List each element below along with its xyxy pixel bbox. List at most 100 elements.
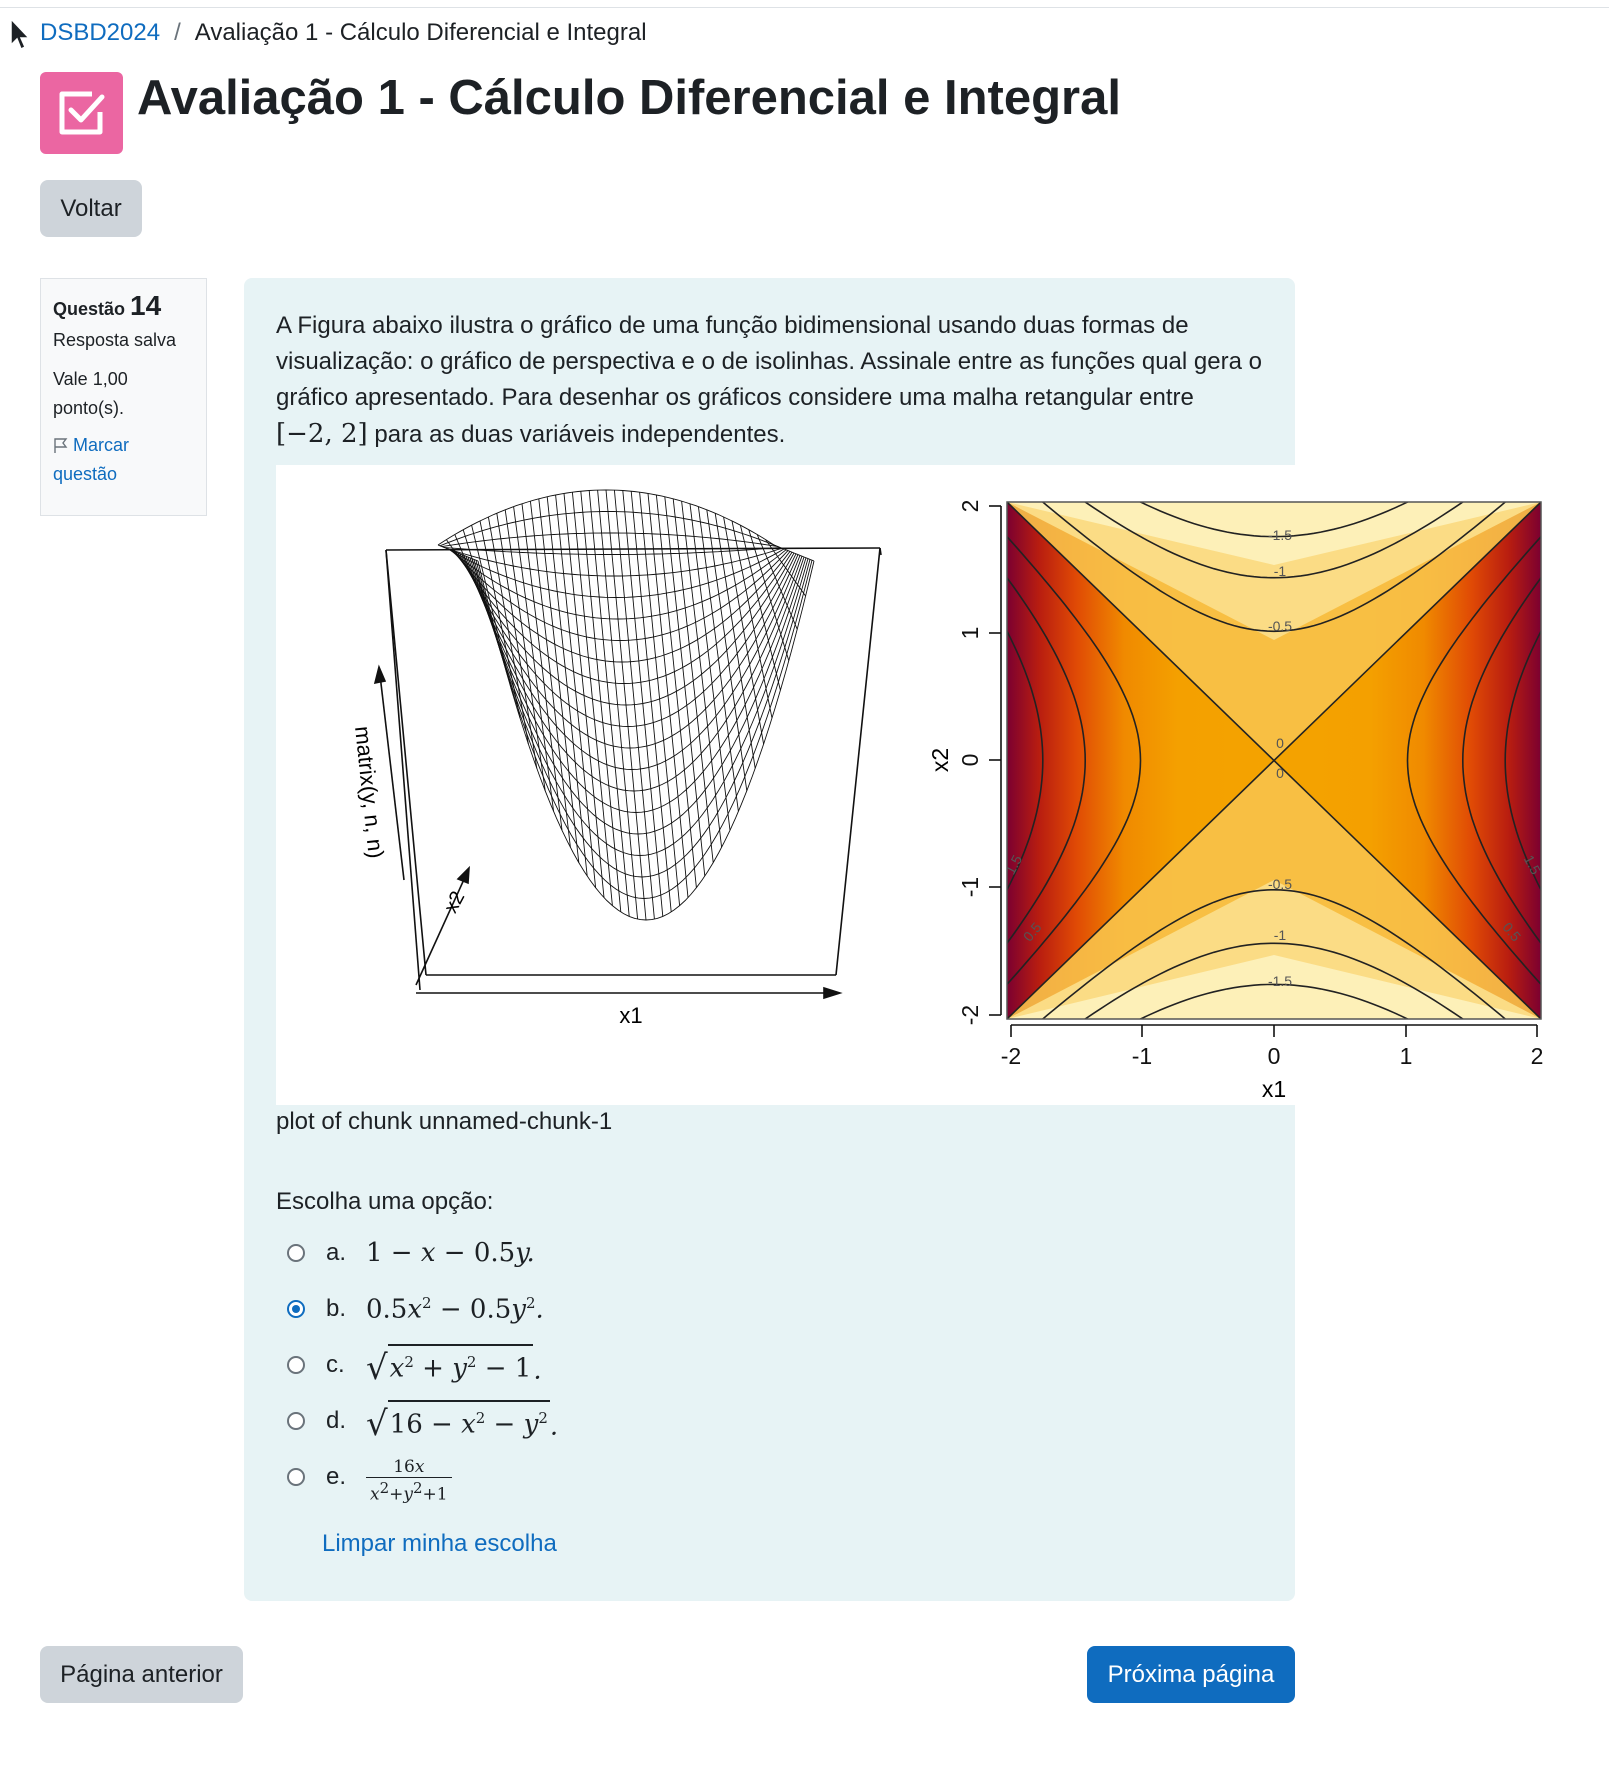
y-tick-label: -2: [957, 1005, 983, 1025]
question-text: A Figura abaixo ilustra o gráfico de uma…: [276, 308, 1276, 453]
x-tick-label: 0: [1268, 1043, 1281, 1069]
contour-label-bottom-4: -1.5: [1268, 973, 1292, 989]
x-tick-label: 2: [1531, 1043, 1544, 1069]
contour-x-ticks: -2 -1 0 1 2: [1001, 1043, 1544, 1069]
mesh-line: [445, 547, 783, 577]
mesh-line: [465, 556, 803, 792]
y-tick-label: 0: [957, 754, 983, 767]
perspective-box: [385, 547, 882, 991]
perspective-y-label: x2: [440, 888, 469, 917]
quiz-check-icon: [40, 72, 123, 154]
answer-option-b[interactable]: b. 0.5x2 − 0.5y2.: [287, 1289, 544, 1329]
answer-radio-e[interactable]: [287, 1468, 305, 1486]
y-tick-label: 1: [957, 627, 983, 640]
answer-radio-a[interactable]: [287, 1244, 305, 1262]
contour-line: [1083, 942, 1465, 1019]
answer-prompt: Escolha uma opção:: [276, 1188, 494, 1215]
question-number-label: Questão: [53, 299, 126, 319]
answer-option-e[interactable]: e. 16x x2+y2+1: [287, 1457, 452, 1505]
figure-caption: plot of chunk unnamed-chunk-1: [276, 1108, 613, 1135]
mesh-line: [475, 560, 813, 899]
clear-choice-link[interactable]: Limpar minha escolha: [322, 1530, 557, 1557]
breadcrumb-separator: /: [174, 19, 181, 46]
answer-expr-d: √ 16 − x2 − y2.: [366, 1400, 558, 1442]
contour-line: [1083, 502, 1465, 579]
answer-letter-c: c.: [326, 1351, 345, 1378]
x-tick-label: -1: [1132, 1043, 1152, 1069]
mesh-line: [459, 553, 797, 727]
contour-line: [1138, 502, 1410, 538]
contour-line: [1007, 629, 1044, 892]
page-title: Avaliação 1 - Cálculo Diferencial e Inte…: [137, 71, 1121, 125]
mesh-line: [449, 549, 787, 620]
answer-letter-a: a.: [326, 1239, 347, 1266]
previous-page-button[interactable]: Página anterior: [40, 1646, 243, 1703]
perspective-axes: [373, 664, 843, 1000]
contour-line: [1007, 535, 1142, 986]
back-button[interactable]: Voltar: [40, 180, 142, 237]
contour-plot: -1.5 -1 -0.5 0 0 -0.5 -1 -1.5 1.5 0.5 1.…: [927, 500, 1544, 1102]
contour-y-ticks: -2 -1 0 1 2: [957, 500, 983, 1026]
mouse-cursor-icon: [10, 18, 31, 51]
contour-label-bottom-3: -1: [1274, 927, 1287, 943]
answer-expr-c: √ x2 + y2 − 1.: [366, 1344, 542, 1386]
contour-line: [1007, 576, 1087, 945]
mesh-line: [455, 551, 793, 684]
question-text-before: A Figura abaixo ilustra o gráfico de uma…: [276, 312, 1262, 411]
answer-letter-d: d.: [326, 1407, 347, 1434]
mesh-line: [469, 557, 807, 835]
next-page-button[interactable]: Próxima página: [1087, 1646, 1295, 1703]
answer-radio-d[interactable]: [287, 1412, 305, 1430]
perspective-mesh: [437, 489, 815, 921]
contour-top-band-3: [1007, 502, 1541, 565]
contour-line: [1461, 576, 1541, 945]
y-tick-label: -1: [957, 877, 983, 897]
contour-line: [1138, 983, 1410, 1019]
top-divider: [0, 7, 1609, 8]
contour-line: [1007, 502, 1541, 1019]
breadcrumb-current: Avaliação 1 - Cálculo Diferencial e Inte…: [194, 19, 647, 46]
mesh-line: [467, 556, 805, 813]
x-tick-label: -2: [1001, 1043, 1021, 1069]
answer-expr-b: 0.5x2 − 0.5y2.: [366, 1293, 544, 1325]
perspective-z-label: matrix(y, n, n): [350, 725, 389, 860]
question-state: Resposta salva: [53, 330, 177, 350]
answer-option-d[interactable]: d. √ 16 − x2 − y2.: [287, 1400, 558, 1442]
flag-question-label: Marcar questão: [53, 435, 130, 484]
mesh-line: [473, 559, 811, 878]
answer-letter-b: b.: [326, 1295, 347, 1322]
answer-letter-e: e.: [326, 1463, 347, 1490]
contour-label-top-1: -1.5: [1268, 527, 1292, 543]
mesh-line: [439, 511, 777, 547]
contour-label-top-3: -0.5: [1268, 618, 1292, 634]
answer-option-a[interactable]: a. 1 − x − 0.5y.: [287, 1233, 535, 1273]
contour-axes: [989, 505, 1538, 1037]
contour-line: [1041, 502, 1507, 633]
flag-question-link[interactable]: Marcar questão: [53, 431, 194, 489]
mesh-line: [477, 560, 815, 921]
answer-expr-a: 1 − x − 0.5y.: [366, 1238, 535, 1268]
function-figure: x1 x2 matrix(y, n, n) -1.5 -1 -0.5 0 0 -…: [350, 489, 1544, 1102]
mesh-line: [443, 546, 781, 555]
contour-lines: [1007, 502, 1541, 1019]
breadcrumb: DSBD2024 / Avaliação 1 - Cálculo Diferen…: [40, 19, 647, 47]
answer-expr-e: 16x x2+y2+1: [366, 1449, 452, 1505]
contour-label-bottom-1: 0: [1276, 765, 1284, 781]
contour-label-bottom-2: -0.5: [1268, 876, 1292, 892]
question-number: Questão 14: [53, 291, 194, 324]
question-number-value: 14: [130, 290, 162, 321]
answer-option-c[interactable]: c. √ x2 + y2 − 1.: [287, 1344, 542, 1386]
perspective-plot: x1 x2 matrix(y, n, n): [350, 489, 882, 1028]
answer-radio-c[interactable]: [287, 1356, 305, 1374]
contour-y-label: x2: [927, 748, 953, 772]
contour-x-label: x1: [1262, 1076, 1286, 1102]
perspective-x-label: x1: [619, 1003, 642, 1028]
contour-line: [1041, 888, 1507, 1019]
mesh-line: [457, 552, 795, 706]
answer-radio-b[interactable]: [287, 1300, 305, 1318]
y-tick-label: 2: [957, 500, 983, 513]
mesh-line: [453, 551, 791, 663]
x-tick-label: 1: [1400, 1043, 1413, 1069]
breadcrumb-course-link[interactable]: DSBD2024: [40, 19, 161, 46]
question-interval: [−2, 2]: [276, 419, 368, 449]
